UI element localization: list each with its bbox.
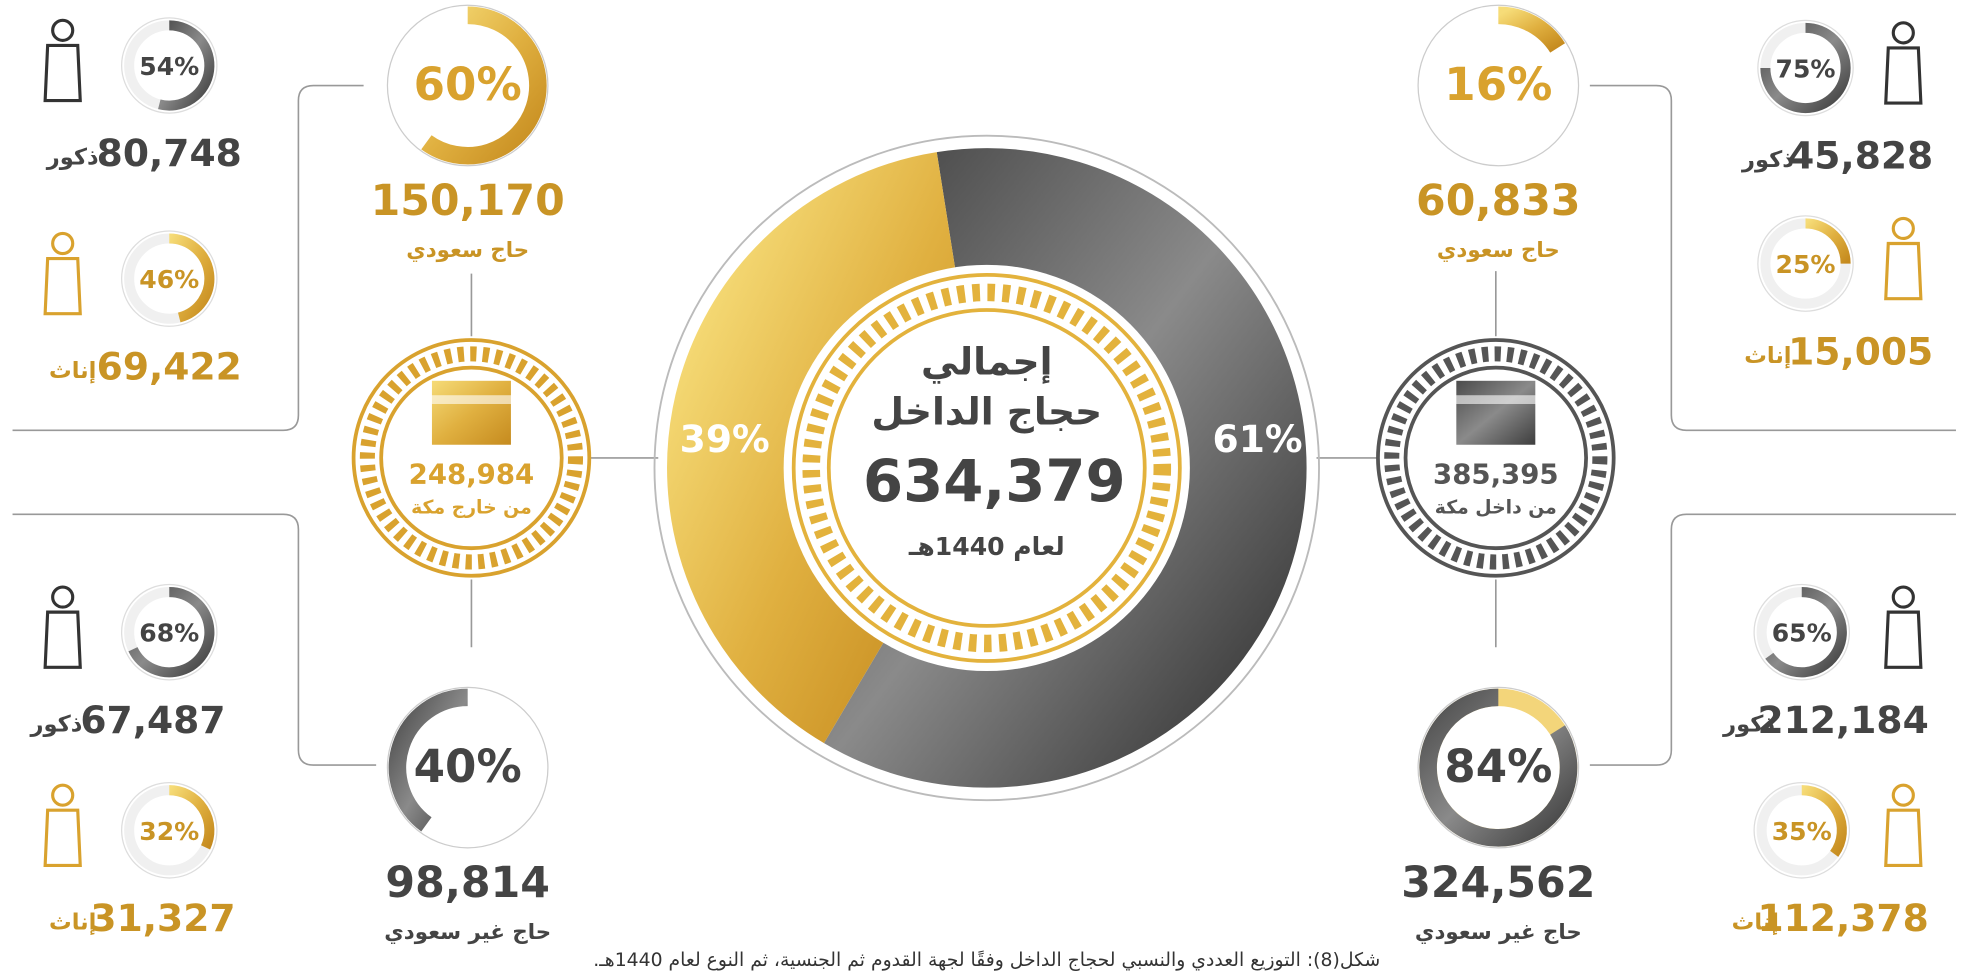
- count: 150,170: [371, 176, 565, 226]
- person-icon: [45, 45, 80, 100]
- title: حجاج الداخل: [871, 390, 1102, 434]
- count: 80,748: [97, 131, 242, 175]
- caption: شكل(8): التوزيع العددي والنسبي لحجاج الد…: [593, 950, 1380, 971]
- person-icon: [1886, 48, 1921, 103]
- count: 45,828: [1788, 134, 1933, 178]
- count: 60,833: [1416, 176, 1581, 226]
- origin-total: 248,984: [409, 457, 535, 490]
- person-icon: [53, 785, 73, 805]
- nationality-label: حاج سعودي: [406, 238, 529, 263]
- infographic: شكل(8): التوزيع العددي والنسبي لحجاج الد…: [0, 0, 1966, 976]
- gender-label: ذكور: [30, 711, 83, 737]
- percent-label: 54%: [139, 52, 199, 81]
- percent-label: 16%: [1444, 58, 1552, 111]
- percent-label: 32%: [139, 817, 199, 846]
- person-icon: [1886, 244, 1921, 299]
- kaaba-band: [1456, 395, 1536, 404]
- person-icon: [45, 810, 80, 865]
- year: لعام 1440هـ: [908, 532, 1065, 561]
- percent-label: 35%: [1772, 817, 1832, 846]
- kaaba-band: [431, 395, 511, 404]
- percent-label: 46%: [139, 265, 199, 294]
- donut-arc: [1498, 15, 1557, 48]
- gender-label: إناث: [1732, 910, 1779, 936]
- kaaba-icon: [431, 380, 511, 445]
- percent-label: 61%: [1213, 417, 1303, 461]
- person-icon: [53, 587, 73, 607]
- title: إجمالي: [921, 339, 1053, 384]
- count: 67,487: [80, 698, 225, 742]
- gender-label: ذكور: [1722, 711, 1775, 737]
- person-icon: [53, 20, 73, 40]
- percent-label: 60%: [414, 58, 522, 111]
- person-icon: [1893, 587, 1913, 607]
- count: 69,422: [97, 344, 242, 388]
- percent-label: 39%: [680, 417, 770, 461]
- percent-label: 84%: [1444, 740, 1552, 793]
- gender-label: إناث: [1744, 343, 1791, 369]
- nationality-label: حاج غير سعودي: [1415, 920, 1582, 945]
- percent-label: 25%: [1776, 250, 1836, 279]
- percent-label: 65%: [1772, 619, 1832, 648]
- percent-label: 75%: [1776, 54, 1836, 83]
- percent-label: 68%: [139, 619, 199, 648]
- kaaba-icon: [1456, 380, 1536, 445]
- count: 112,378: [1757, 896, 1928, 940]
- person-icon: [45, 612, 80, 667]
- percent-label: 40%: [414, 740, 522, 793]
- person-icon: [1886, 810, 1921, 865]
- person-icon: [1893, 785, 1913, 805]
- person-icon: [45, 259, 80, 314]
- origin-label: من خارج مكة: [411, 498, 532, 519]
- gender-label: إناث: [49, 358, 96, 384]
- gender-label: ذكور: [1741, 147, 1794, 173]
- count: 31,327: [90, 896, 235, 940]
- nationality-label: حاج غير سعودي: [384, 920, 551, 945]
- count: 212,184: [1757, 698, 1928, 742]
- origin-total: 385,395: [1433, 457, 1559, 490]
- count: 98,814: [385, 858, 550, 908]
- person-icon: [53, 233, 73, 253]
- gender-label: إناث: [49, 910, 96, 936]
- nationality-label: حاج سعودي: [1437, 238, 1560, 263]
- person-icon: [1886, 612, 1921, 667]
- gender-label: ذكور: [46, 145, 99, 171]
- total: 634,379: [863, 447, 1126, 515]
- count: 15,005: [1788, 329, 1933, 373]
- person-icon: [1893, 218, 1913, 238]
- origin-label: من داخل مكة: [1435, 498, 1557, 519]
- person-icon: [1893, 23, 1913, 43]
- count: 324,562: [1401, 858, 1595, 908]
